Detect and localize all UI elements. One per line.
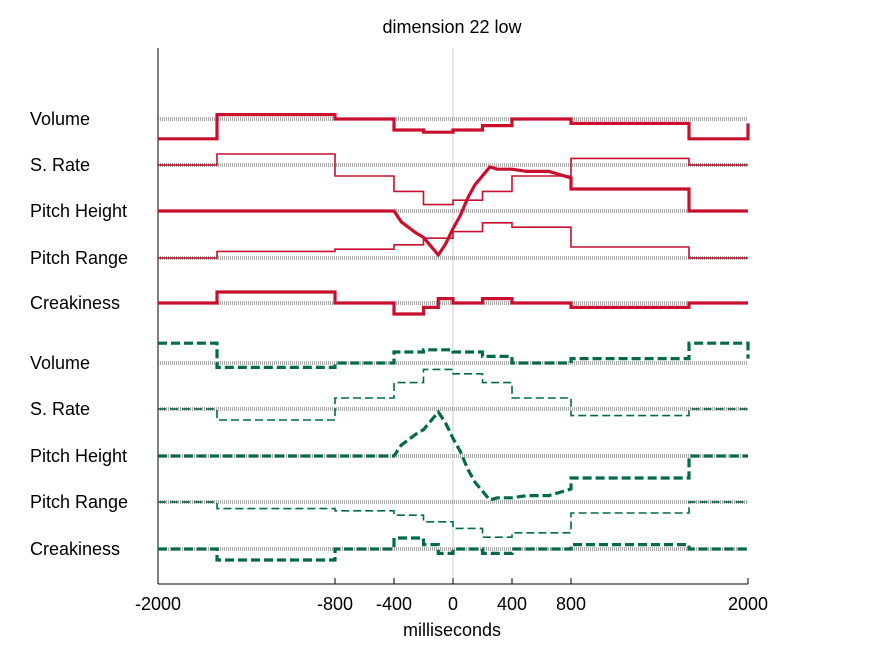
row-label-green-4: Creakiness bbox=[30, 539, 120, 559]
row-label-green-0: Volume bbox=[30, 353, 90, 373]
x-tick-label: 800 bbox=[556, 594, 586, 614]
row-label-green-1: S. Rate bbox=[30, 399, 90, 419]
series-line-red-4 bbox=[158, 290, 748, 316]
series-line-green-2 bbox=[158, 409, 748, 502]
row-label-green-3: Pitch Range bbox=[30, 492, 128, 512]
row-label-red-4: Creakiness bbox=[30, 293, 120, 313]
series-line-green-0 bbox=[158, 341, 750, 369]
x-tick-label: -400 bbox=[376, 594, 412, 614]
row-label-red-1: S. Rate bbox=[30, 155, 90, 175]
series-line-red-0 bbox=[158, 112, 750, 141]
series-line-red-3 bbox=[158, 222, 748, 259]
series-line-red-2 bbox=[158, 165, 748, 258]
series-line-green-1 bbox=[158, 368, 748, 421]
series-line-green-3 bbox=[158, 501, 748, 539]
x-tick-label: -2000 bbox=[135, 594, 181, 614]
series-line-red-1 bbox=[158, 153, 748, 206]
row-label-green-2: Pitch Height bbox=[30, 446, 127, 466]
row-label-red-0: Volume bbox=[30, 109, 90, 129]
chart-title: dimension 22 low bbox=[382, 17, 522, 37]
x-tick-label: 0 bbox=[448, 594, 458, 614]
row-label-red-3: Pitch Range bbox=[30, 248, 128, 268]
row-label-red-2: Pitch Height bbox=[30, 201, 127, 221]
x-tick-label: -800 bbox=[317, 594, 353, 614]
x-tick-label: 2000 bbox=[728, 594, 768, 614]
x-tick-label: 400 bbox=[497, 594, 527, 614]
x-axis-title: milliseconds bbox=[403, 620, 501, 640]
series-line-green-4 bbox=[158, 536, 748, 562]
plot-area: -2000 -800 -400 0 400 800 2000 Volume S. Rate Pit… bbox=[30, 48, 768, 614]
